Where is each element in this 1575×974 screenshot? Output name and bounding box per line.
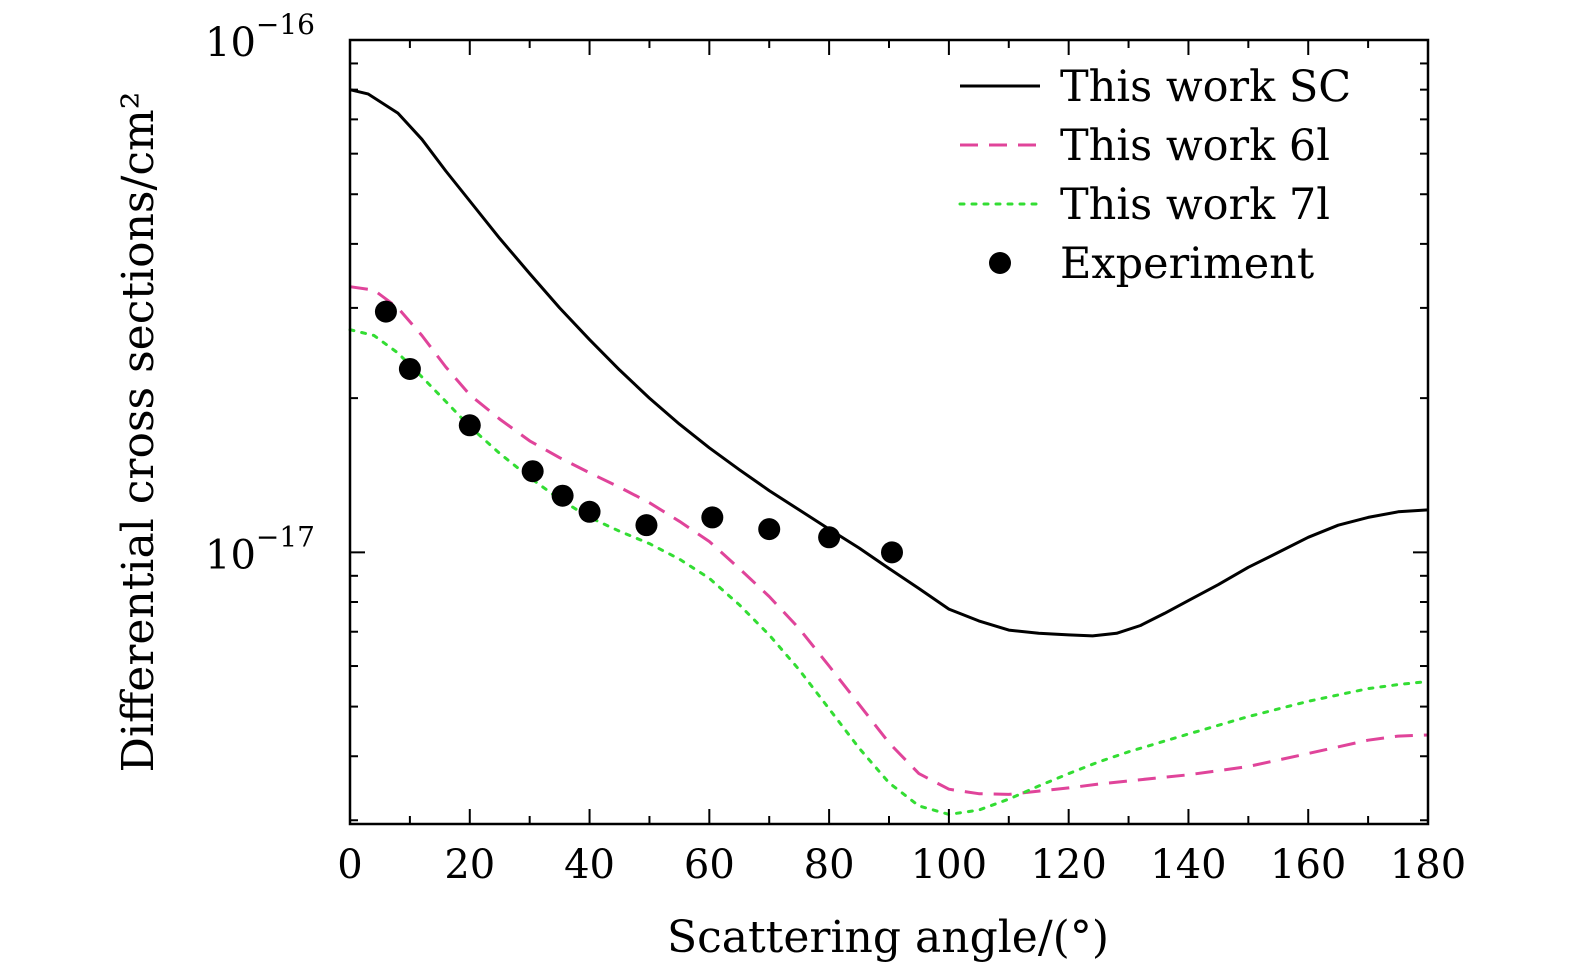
- x-tick-label: 20: [444, 842, 495, 888]
- x-tick-labels: 0 20 40 60 80 100 120 140 160 180: [337, 842, 1466, 888]
- experiment-point: [818, 526, 841, 549]
- series-line-2: [348, 328, 1430, 816]
- series-line-1: [349, 285, 1429, 796]
- legend-marker-experiment: [989, 252, 1011, 274]
- x-tick-label: 100: [911, 842, 987, 888]
- x-tick-label: 140: [1150, 842, 1226, 888]
- experiment-point: [578, 500, 601, 523]
- x-tick-label: 80: [804, 842, 855, 888]
- x-tick-label: 40: [564, 842, 615, 888]
- y-tick-label: 10−17: [205, 520, 315, 578]
- experiment-point: [701, 506, 724, 529]
- x-tick-label: 0: [337, 842, 362, 888]
- legend-label-0: This work SC: [1060, 62, 1351, 112]
- experiment-point: [521, 460, 544, 483]
- x-tick-label: 160: [1270, 842, 1346, 888]
- experiment-point: [635, 514, 658, 537]
- experiment-point: [880, 541, 903, 564]
- legend-label-3: Experiment: [1060, 239, 1314, 289]
- experiment-point: [374, 300, 397, 323]
- x-tick-label: 60: [684, 842, 735, 888]
- y-tick-label: 10−16: [205, 8, 315, 66]
- legend: This work SC This work 6l This work 7l Expe…: [958, 62, 1351, 289]
- legend-label-2: This work 7l: [1060, 180, 1330, 230]
- legend-label-1: This work 6l: [1060, 121, 1330, 171]
- experiment-point: [458, 414, 481, 437]
- markers-layer: [374, 300, 903, 564]
- experiment-point: [758, 518, 781, 541]
- x-tick-label: 180: [1390, 842, 1466, 888]
- experiment-point: [551, 484, 574, 507]
- experiment-point: [398, 357, 421, 380]
- ticks-layer: [349, 39, 1429, 824]
- y-tick-labels: 10−16 10−17: [205, 8, 315, 578]
- x-axis-title: Scattering angle/(°): [667, 912, 1109, 963]
- y-axis-title: Differential cross sections/cm²: [113, 92, 164, 773]
- x-tick-label: 120: [1030, 842, 1106, 888]
- series-layer: [348, 88, 1430, 816]
- series-line-0: [349, 88, 1429, 638]
